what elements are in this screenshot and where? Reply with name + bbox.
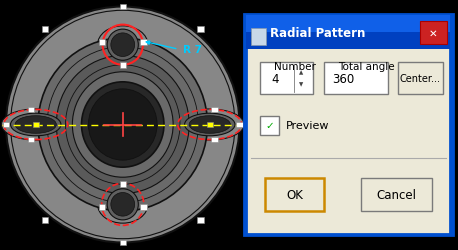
Ellipse shape [56, 56, 189, 194]
Text: 360: 360 [333, 72, 355, 85]
Ellipse shape [11, 114, 61, 136]
Ellipse shape [88, 90, 157, 160]
FancyBboxPatch shape [361, 179, 432, 211]
Bar [3, 122, 9, 128]
Bar [207, 122, 213, 128]
Ellipse shape [111, 34, 135, 57]
Ellipse shape [189, 116, 230, 134]
Bar [236, 122, 243, 128]
Bar [28, 137, 34, 143]
Text: OK: OK [286, 188, 303, 202]
Ellipse shape [107, 30, 138, 61]
Text: Total angle: Total angle [338, 61, 395, 71]
Bar [140, 40, 147, 46]
Text: R 7: R 7 [183, 45, 202, 55]
Text: Preview: Preview [286, 121, 330, 130]
Bar [211, 107, 218, 113]
Ellipse shape [38, 39, 207, 211]
Text: Number: Number [274, 61, 316, 71]
Text: 4: 4 [272, 72, 279, 85]
FancyBboxPatch shape [398, 62, 443, 95]
Ellipse shape [72, 72, 173, 178]
Bar [42, 27, 48, 33]
Bar [120, 240, 126, 245]
FancyBboxPatch shape [265, 179, 324, 211]
FancyBboxPatch shape [420, 22, 447, 44]
Ellipse shape [175, 110, 244, 140]
Bar [120, 182, 126, 187]
Text: ▲: ▲ [299, 70, 304, 76]
Bar [197, 217, 204, 223]
FancyBboxPatch shape [246, 16, 450, 33]
FancyBboxPatch shape [260, 62, 313, 95]
Bar [120, 5, 126, 10]
Ellipse shape [15, 116, 56, 134]
Bar [197, 27, 204, 33]
Ellipse shape [107, 189, 138, 220]
Text: Cancel: Cancel [376, 188, 416, 202]
Text: Center...: Center... [400, 74, 441, 84]
FancyBboxPatch shape [244, 15, 453, 235]
Ellipse shape [82, 82, 164, 168]
Text: Radial Pattern: Radial Pattern [270, 27, 365, 40]
Bar [99, 40, 105, 46]
Ellipse shape [185, 114, 235, 136]
Bar [211, 137, 218, 143]
Ellipse shape [6, 8, 240, 242]
Bar [28, 107, 34, 113]
Bar [33, 122, 39, 128]
FancyBboxPatch shape [246, 16, 450, 50]
Bar [99, 204, 105, 210]
Ellipse shape [98, 27, 148, 64]
FancyBboxPatch shape [324, 62, 388, 95]
Bar [42, 217, 48, 223]
Ellipse shape [111, 193, 135, 216]
Bar [120, 63, 126, 68]
FancyBboxPatch shape [260, 116, 279, 135]
Bar [140, 204, 147, 210]
FancyBboxPatch shape [246, 16, 450, 234]
Text: ✓: ✓ [265, 121, 274, 130]
Ellipse shape [98, 186, 148, 223]
Text: ▼: ▼ [299, 82, 304, 87]
FancyBboxPatch shape [251, 28, 266, 46]
Text: ✕: ✕ [429, 28, 438, 38]
Ellipse shape [1, 110, 70, 140]
